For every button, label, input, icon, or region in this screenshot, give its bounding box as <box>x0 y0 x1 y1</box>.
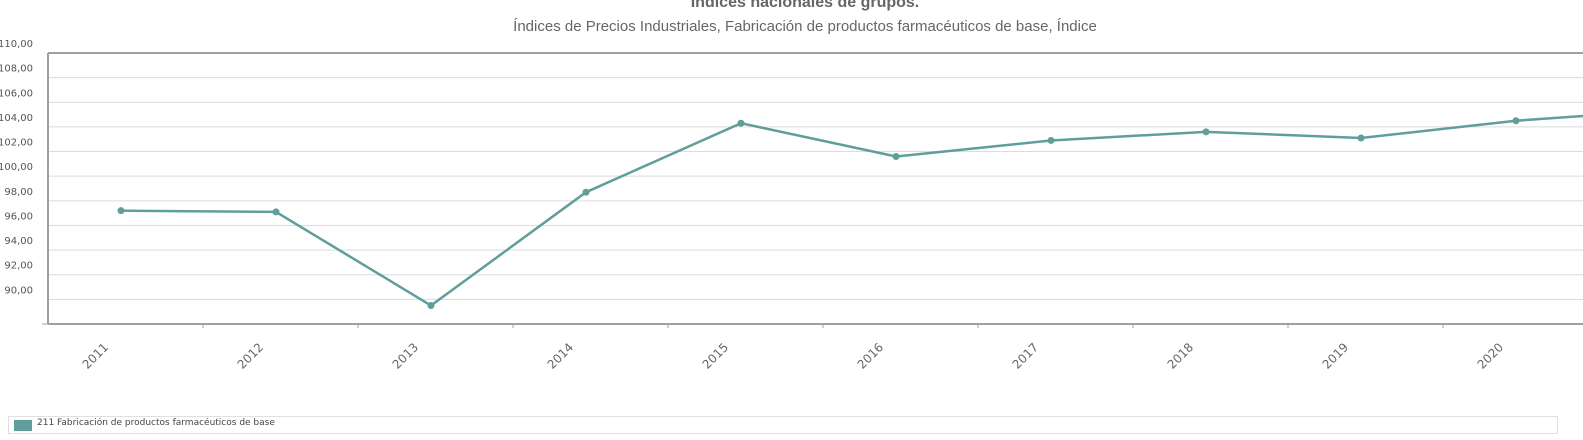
legend[interactable]: 211 Fabricación de productos farmacéutic… <box>8 416 1558 434</box>
x-tick-label: 2014 <box>545 340 576 371</box>
y-tick-label: 94,00 <box>4 236 33 247</box>
x-tick-label: 2013 <box>390 340 421 371</box>
y-tick-label: 90,00 <box>4 285 33 296</box>
y-tick-label: 108,00 <box>0 64 33 75</box>
legend-swatch-icon <box>14 420 32 431</box>
x-tick-label: 2016 <box>855 340 886 371</box>
x-tick-label: 2011 <box>80 340 111 371</box>
y-tick-label: 100,00 <box>0 162 33 173</box>
data-point <box>1047 136 1055 144</box>
x-tick-label: 2019 <box>1320 340 1351 371</box>
y-tick-label: 96,00 <box>4 211 33 222</box>
y-tick-label: 110,00 <box>0 39 33 50</box>
x-tick-label: 2018 <box>1165 340 1196 371</box>
chart-title: Indices nacionales de grupos. <box>690 0 920 11</box>
legend-label: 211 Fabricación de productos farmacéutic… <box>37 418 275 428</box>
axes <box>42 52 1583 328</box>
data-point <box>892 152 900 160</box>
y-axis-ticks: 110,00 108,00 106,00 104,00 102,00 100,00 98,0… <box>0 39 33 296</box>
series-layer <box>117 114 1583 310</box>
x-axis-ticks: 2011 2012 2013 2014 2015 2016 2017 2018 2019 2020 <box>80 340 1506 371</box>
x-tick-label: 2017 <box>1010 340 1041 371</box>
data-point <box>737 119 745 127</box>
line-chart: 110,00 108,00 106,00 104,00 102,00 100,00 98,0… <box>0 39 1583 372</box>
data-point <box>272 208 280 216</box>
y-tick-label: 92,00 <box>4 261 33 272</box>
data-point <box>117 207 125 215</box>
chart-subtitle: Índices de Precios Industriales, Fabrica… <box>513 18 1097 35</box>
y-tick-label: 104,00 <box>0 113 33 124</box>
data-point <box>1202 128 1210 136</box>
grid-lines <box>48 52 1583 300</box>
x-tick-label: 2012 <box>235 340 266 371</box>
x-tick-label: 2020 <box>1475 340 1506 371</box>
data-point <box>427 302 435 310</box>
y-tick-label: 102,00 <box>0 138 33 149</box>
data-point <box>1357 134 1365 142</box>
data-point <box>1512 117 1520 125</box>
x-tick-label: 2015 <box>700 340 731 371</box>
y-tick-label: 98,00 <box>4 187 33 198</box>
y-tick-label: 106,00 <box>0 88 33 99</box>
data-point <box>582 188 590 196</box>
